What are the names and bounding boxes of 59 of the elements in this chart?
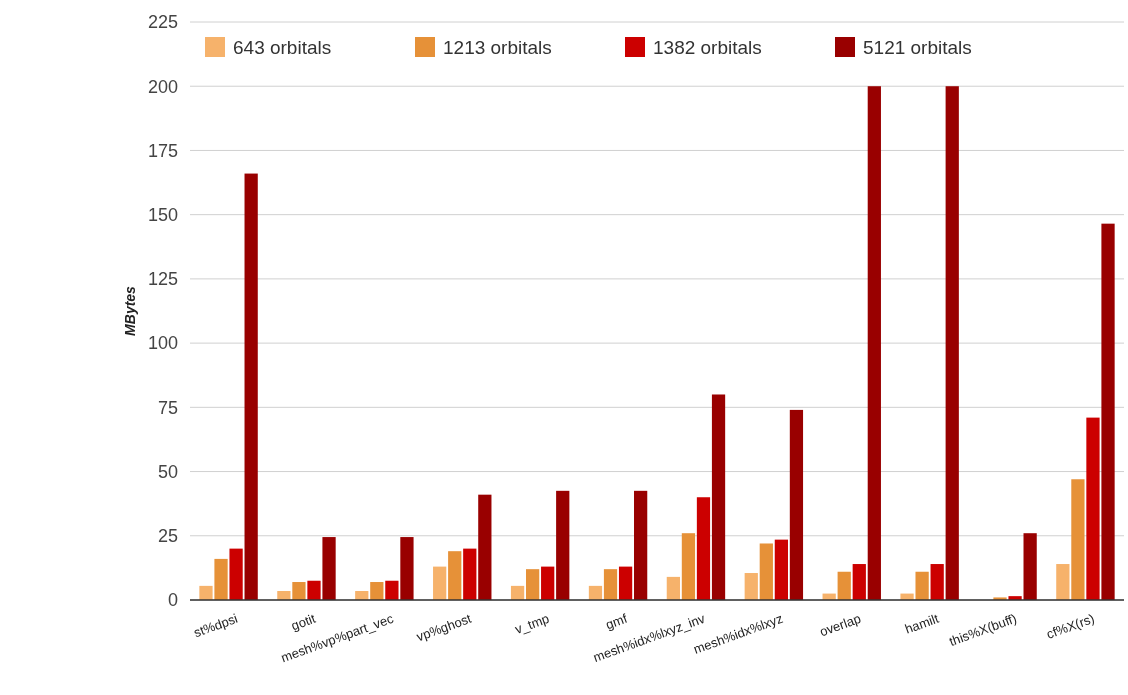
legend-label: 1382 orbitals: [653, 36, 762, 58]
bar: [400, 537, 414, 600]
bar: [510, 585, 525, 600]
bar: [229, 548, 243, 600]
bar: [526, 569, 540, 600]
bar: [385, 580, 399, 600]
y-tick-label: 25: [157, 526, 178, 547]
legend-label: 1213 orbitals: [443, 36, 552, 58]
bar: [867, 86, 881, 600]
bar: [603, 569, 618, 600]
bar: [759, 543, 773, 600]
bar: [711, 394, 726, 600]
y-tick-label: 200: [147, 76, 178, 97]
x-tick-label: v_tmp: [512, 610, 552, 637]
bar: [307, 580, 321, 600]
bar: [837, 571, 851, 600]
bar: [433, 566, 447, 600]
y-tick-label: 175: [147, 140, 178, 161]
bar: [322, 537, 336, 600]
bar: [478, 494, 492, 600]
bar: [774, 539, 788, 600]
bar: [370, 582, 384, 600]
bar: [1101, 223, 1115, 600]
bar: [618, 566, 633, 600]
bar: [1086, 417, 1100, 600]
bar: [1023, 533, 1037, 600]
bar: [915, 571, 929, 600]
bar: [789, 409, 804, 600]
bar: [744, 573, 758, 600]
bar: [681, 533, 696, 600]
bar: [588, 585, 603, 600]
bar: [1056, 564, 1070, 600]
bar: [945, 86, 959, 600]
y-tick-label: 0: [167, 590, 178, 611]
bar: [1071, 479, 1085, 600]
bar: [199, 585, 213, 600]
legend-label: 643 orbitals: [233, 36, 332, 58]
bar: [696, 497, 711, 600]
y-tick-label: 100: [147, 333, 178, 354]
y-axis-title: MBytes: [122, 285, 138, 336]
x-tick-label: overlap: [817, 610, 863, 640]
bar: [930, 564, 944, 600]
y-tick-label: 225: [147, 12, 178, 33]
bar: [214, 558, 228, 600]
y-tick-label: 50: [157, 461, 178, 482]
bar: [244, 173, 258, 600]
x-tick-label: hamilt: [902, 610, 942, 637]
bar: [541, 566, 555, 600]
bar: [666, 576, 680, 600]
bar: [448, 551, 462, 600]
bar: [852, 564, 866, 600]
y-tick-label: 125: [147, 269, 178, 290]
bar: [634, 490, 648, 600]
bar: [556, 490, 570, 600]
bar: [292, 582, 306, 600]
legend-label: 5121 orbitals: [863, 36, 972, 58]
bar: [463, 548, 477, 600]
y-tick-label: 75: [157, 397, 178, 418]
y-tick-label: 150: [147, 204, 178, 225]
